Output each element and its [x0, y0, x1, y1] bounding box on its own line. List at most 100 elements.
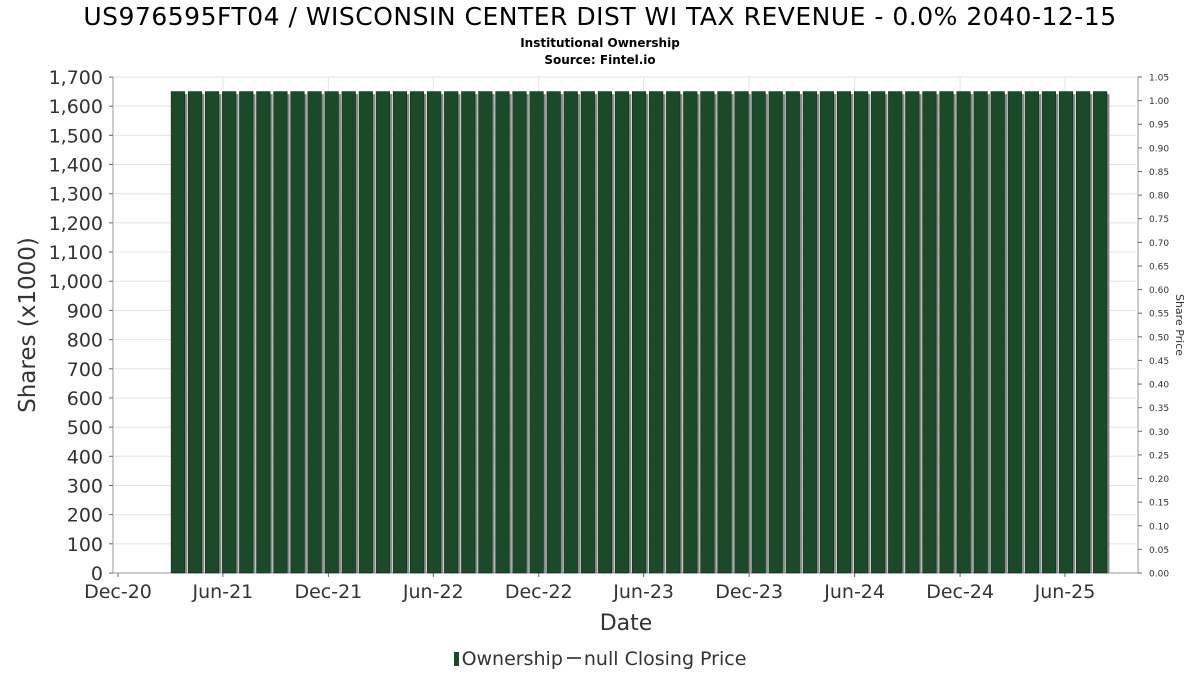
ownership-bar [700, 91, 715, 574]
y2-tick-label: 0.30 [1149, 428, 1169, 438]
ownership-bar [239, 91, 254, 574]
ownership-bar [819, 91, 834, 574]
ownership-bar [597, 91, 612, 574]
ownership-bar [751, 91, 766, 574]
y-tick-label: 0 [91, 563, 103, 585]
ownership-bar [205, 91, 220, 574]
ownership-bar [546, 91, 561, 574]
y-tick-label: 500 [67, 417, 103, 439]
ownership-bar [1041, 91, 1057, 574]
x-tick-label: Jun-22 [402, 581, 464, 603]
y-axis-title: Shares (x1000) [15, 237, 41, 413]
x-tick-label: Dec-23 [715, 581, 783, 603]
y-tick-label: 300 [67, 475, 103, 497]
y2-tick-label: 0.85 [1149, 168, 1169, 178]
ownership-bar [888, 91, 903, 574]
ownership-bar [853, 91, 869, 574]
ownership-bar [836, 91, 852, 574]
ownership-bar [273, 91, 288, 574]
ownership-bar [802, 91, 817, 574]
chart-source: Source: Fintel.io [544, 53, 656, 67]
y-tick-label: 1,100 [49, 242, 103, 264]
price-legend-label: null Closing Price [583, 648, 747, 670]
ownership-bar [512, 91, 527, 574]
ownership-bar [324, 91, 339, 574]
y-tick-label: 1,700 [49, 67, 103, 89]
y-tick-label: 1,400 [49, 155, 103, 177]
ownership-bar [956, 91, 971, 574]
ownership-bar [478, 91, 493, 574]
y2-tick-label: 0.20 [1149, 475, 1169, 485]
y2-tick-label: 1.05 [1149, 74, 1169, 84]
x-tick-label: Dec-20 [84, 581, 152, 603]
y2-tick-label: 0.15 [1149, 499, 1169, 509]
ownership-bar [939, 91, 954, 574]
x-tick-label: Dec-21 [294, 581, 362, 603]
ownership-bar [666, 91, 681, 574]
y2-tick-label: 0.95 [1149, 121, 1169, 131]
ownership-bar [580, 91, 595, 574]
y2-tick-label: 0.45 [1149, 357, 1169, 367]
ownership-bar [973, 91, 988, 574]
x-tick-label: Dec-22 [505, 581, 573, 603]
ownership-bar [768, 91, 783, 574]
ownership-bar [529, 91, 544, 574]
y-tick-label: 1,500 [49, 125, 103, 147]
y-tick-label: 100 [67, 534, 103, 556]
x-axis-title: Date [600, 611, 653, 636]
x-tick-label: Jun-24 [823, 581, 885, 603]
y-tick-label: 200 [67, 505, 103, 527]
y2-tick-label: 0.90 [1149, 144, 1169, 154]
ownership-bar [734, 91, 749, 574]
y2-tick-label: 0.75 [1149, 215, 1169, 225]
y2-tick-label: 0.55 [1149, 310, 1169, 320]
y-tick-label: 1,300 [49, 184, 103, 206]
ownership-bar [409, 91, 425, 574]
ownership-bar [392, 91, 408, 574]
ownership-bar [222, 91, 237, 574]
y2-tick-label: 0.00 [1149, 570, 1169, 580]
ownership-bar [563, 91, 578, 574]
x-tick-label: Dec-24 [926, 581, 994, 603]
x-tick-label: Jun-21 [192, 581, 254, 603]
ownership-bar [170, 91, 186, 574]
y2-axis-title: Share Price [1173, 294, 1186, 356]
y-tick-label: 1,000 [49, 271, 103, 293]
chart-subtitle: Institutional Ownership [520, 36, 680, 50]
chart-legend: Ownership null Closing Price [0, 648, 1200, 670]
y2-tick-label: 0.50 [1149, 333, 1169, 343]
y2-tick-label: 1.00 [1149, 97, 1169, 107]
y2-tick-label: 0.70 [1149, 239, 1169, 249]
ownership-bar [444, 91, 459, 574]
y2-tick-label: 0.05 [1149, 546, 1169, 556]
y2-tick-label: 0.80 [1149, 192, 1169, 202]
y2-tick-label: 0.25 [1149, 451, 1169, 461]
ownership-bar [785, 91, 800, 574]
ownership-bar [1058, 91, 1074, 574]
ownership-bar [614, 91, 630, 574]
ownership-bar [307, 91, 322, 574]
y-tick-label: 700 [67, 359, 103, 381]
ownership-bar [461, 91, 476, 574]
y-tick-label: 400 [67, 446, 103, 468]
ownership-bar [922, 91, 937, 574]
ownership-bar [187, 91, 203, 574]
x-tick-label: Jun-25 [1034, 581, 1096, 603]
ownership-bar [290, 91, 305, 574]
ownership-bar [427, 91, 442, 574]
ownership-bar [358, 91, 373, 574]
ownership-bar [649, 91, 664, 574]
y-tick-label: 1,200 [49, 213, 103, 235]
ownership-bar [1007, 91, 1022, 574]
ownership-bar [341, 91, 356, 574]
ownership-bar [631, 91, 647, 574]
y-tick-label: 600 [67, 388, 103, 410]
y-tick-label: 1,600 [49, 96, 103, 118]
ownership-chart: 0 100 200 300 400 500 600 700 800 900 1,000 1,100 1,… [15, 67, 1186, 636]
ownership-bar [905, 91, 920, 574]
price-legend-line [566, 657, 581, 659]
y2-tick-label: 0.65 [1149, 262, 1169, 272]
ownership-bar [375, 91, 390, 574]
ownership-bar [495, 91, 510, 574]
ownership-legend-label: Ownership [461, 648, 563, 670]
